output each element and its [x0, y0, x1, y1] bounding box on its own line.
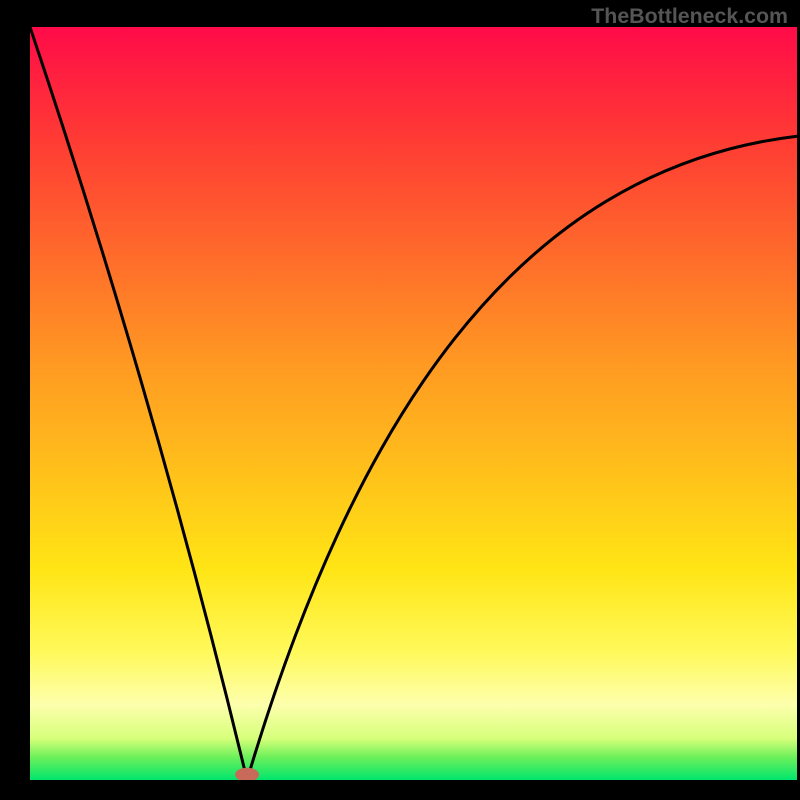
- watermark-text: TheBottleneck.com: [591, 4, 788, 29]
- chart-frame: TheBottleneck.com: [0, 0, 800, 800]
- optimal-point-marker: [235, 768, 259, 782]
- bottleneck-chart: [0, 0, 800, 800]
- gradient-background: [30, 27, 797, 780]
